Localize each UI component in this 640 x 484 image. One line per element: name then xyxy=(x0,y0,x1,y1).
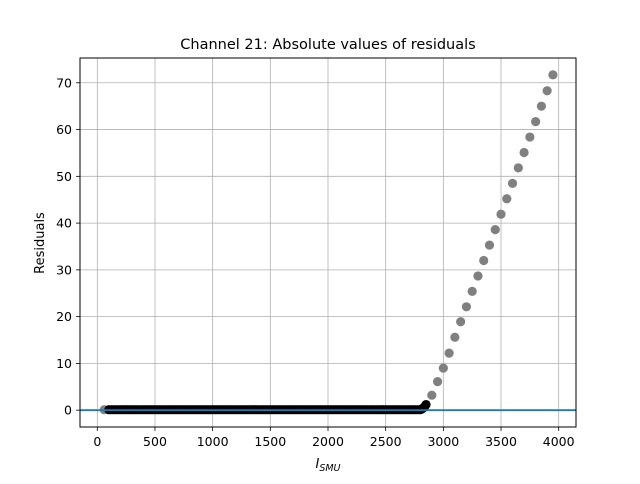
y-tick-label: 20 xyxy=(56,309,72,324)
x-tick-label: 3000 xyxy=(427,434,459,449)
data-point-out-of-range xyxy=(456,317,466,327)
x-tick-label: 500 xyxy=(143,434,167,449)
y-tick-label: 70 xyxy=(56,75,72,90)
y-tick-label: 40 xyxy=(56,216,72,231)
x-tick-label: 4000 xyxy=(543,434,575,449)
data-point-out-of-range xyxy=(507,178,518,188)
y-tick-label: 50 xyxy=(56,169,72,184)
data-point-out-of-range xyxy=(484,240,495,250)
data-point-out-of-range xyxy=(531,117,541,127)
y-tick-label: 10 xyxy=(56,356,72,371)
x-tick-label: 2000 xyxy=(312,434,344,449)
x-tick-label: 0 xyxy=(93,434,101,449)
ticks-layer: 0 500 1000 1500 2000 2500 3000 3500 4000 0 10 20 30 4… xyxy=(56,75,575,449)
data-point-out-of-range xyxy=(444,348,454,358)
chart-title: Channel 21: Absolute values of residuals xyxy=(180,37,475,53)
y-tick-label: 0 xyxy=(64,403,72,418)
y-tick-label: 30 xyxy=(56,262,72,277)
x-tick-label: 1500 xyxy=(254,434,286,449)
data-point-out-of-range xyxy=(525,132,535,142)
y-axis-label: Residuals xyxy=(33,212,48,274)
data-point-out-of-range xyxy=(432,377,443,387)
data-point-out-of-range xyxy=(473,271,483,281)
data-point-out-of-range xyxy=(438,363,448,373)
data-point-out-of-range xyxy=(502,194,512,204)
data-point-out-of-range xyxy=(536,101,546,111)
data-point-out-of-range xyxy=(461,302,472,312)
data-point-out-of-range xyxy=(496,209,506,219)
data-point-out-of-range xyxy=(490,225,500,235)
data-point-out-of-range xyxy=(467,286,477,296)
x-axis-label: ISMU xyxy=(315,457,340,474)
data-point-out-of-range xyxy=(450,332,460,342)
x-tick-label: 1000 xyxy=(197,434,229,449)
data-point-out-of-range xyxy=(519,147,529,158)
data-point-out-of-range xyxy=(427,390,437,400)
data-point-in-range xyxy=(421,399,431,410)
x-axis-label-subscript: SMU xyxy=(319,463,340,474)
x-tick-label: 2500 xyxy=(370,434,402,449)
y-tick-label: 60 xyxy=(56,122,72,137)
x-axis-label-main: I xyxy=(315,457,319,472)
x-tick-label: 3500 xyxy=(485,434,517,449)
data-point-out-of-range xyxy=(513,163,523,173)
data-point-out-of-range xyxy=(542,86,552,96)
data-point-out-of-range xyxy=(548,70,558,80)
data-point-out-of-range xyxy=(479,255,489,266)
